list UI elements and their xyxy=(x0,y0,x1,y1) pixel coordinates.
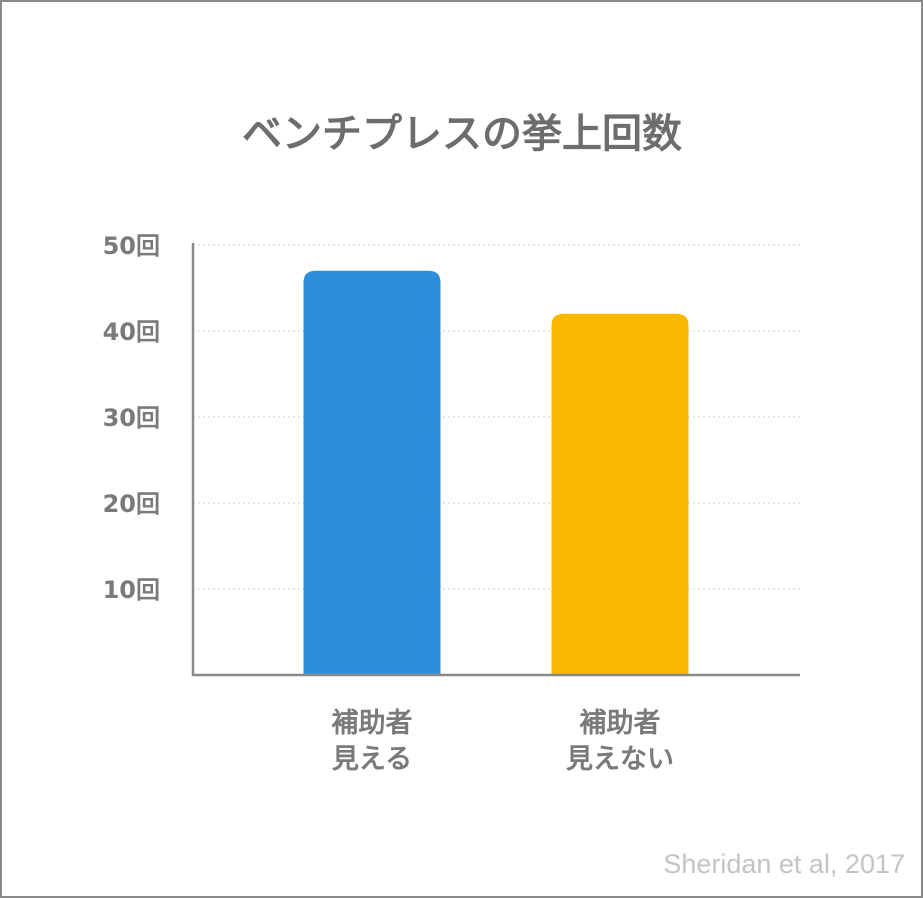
category-label: 補助者 xyxy=(331,708,413,739)
gridlines xyxy=(193,244,800,590)
bar-1 xyxy=(303,270,441,675)
category-label: 見える xyxy=(332,744,412,775)
category-label: 補助者 xyxy=(579,708,661,739)
y-tick-label: 20回 xyxy=(103,490,160,518)
bars xyxy=(303,270,689,675)
source-citation: Sheridan et al, 2017 xyxy=(663,849,905,879)
bar-2 xyxy=(551,313,689,675)
y-tick-label: 30回 xyxy=(103,404,160,432)
chart-title: ベンチプレスの挙上回数 xyxy=(242,111,682,157)
y-axis-ticks: 10回 20回 30回 40回 50回 xyxy=(103,232,160,604)
y-tick-label: 10回 xyxy=(103,576,160,604)
axes xyxy=(191,243,800,677)
y-tick-label: 40回 xyxy=(103,318,160,346)
y-tick-label: 50回 xyxy=(103,232,160,260)
category-label: 見えない xyxy=(566,744,674,775)
